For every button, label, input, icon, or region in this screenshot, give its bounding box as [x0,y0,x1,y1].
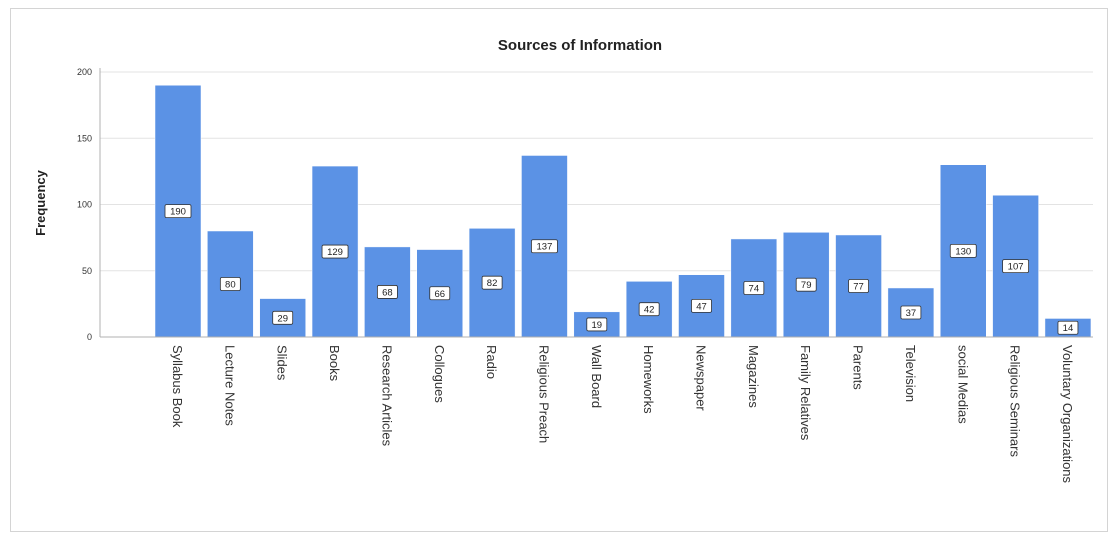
data-label-box [164,204,192,219]
x-tick-label: Radio [484,345,499,379]
x-tick-label: Magazines [746,345,761,408]
data-label: 137 [537,242,553,253]
x-tick-label: Homeworks [641,345,656,414]
data-label: 68 [382,287,393,298]
data-label: 130 [955,246,971,257]
data-label-box [1002,259,1029,274]
data-label-box [481,275,503,290]
data-label: 14 [1063,323,1074,334]
bars [154,85,1092,338]
data-labels: 190 80 29 129 68 66 82 137 19 42 47 74 79 77 37 130 107 1… [164,204,1079,335]
data-label-box [531,239,558,254]
data-label-box [321,244,349,259]
x-tick-label: Newspaper [694,345,709,411]
data-label: 79 [801,280,812,291]
bar [625,281,673,338]
data-label: 47 [696,301,707,312]
data-label: 80 [225,280,236,291]
data-label-box [638,302,660,317]
data-label: 129 [327,247,343,258]
x-tick-label: Syllabus Book [170,345,185,428]
x-tick-label: Voluntary Organizations [1060,345,1075,484]
data-label-box [1057,320,1079,335]
x-tick-label: Wall Board [589,345,604,408]
chart-title: Sources of Information [498,37,662,54]
data-label: 107 [1008,262,1024,273]
data-label-box [429,286,451,301]
x-tick-labels: Syllabus Book Lecture Notes Slides Books Res… [170,345,1075,484]
x-tick-label: Lecture Notes [222,345,237,426]
x-tick-label: Books [327,345,342,382]
y-tick-label: 50 [82,266,92,276]
data-label: 74 [749,283,760,294]
data-label-box [900,305,922,320]
y-tick-label: 100 [77,200,92,210]
x-tick-label: Religious Seminars [1008,345,1023,457]
x-tick-label: social Medias [955,345,970,424]
data-label-box [586,317,608,332]
y-tick-label: 0 [87,332,92,342]
data-label: 82 [487,278,498,289]
data-label: 66 [434,289,445,300]
x-tick-label: Television [903,345,918,402]
data-label-box [743,281,765,295]
data-label-box [219,277,241,291]
y-axis-label: Frequency [33,169,48,236]
data-label: 29 [277,313,288,324]
data-label: 42 [644,305,655,316]
data-label-box [795,277,817,292]
x-tick-label: Parents [851,345,866,390]
data-label-box [376,285,398,299]
data-label: 37 [906,308,917,319]
gridlines [100,71,1093,272]
x-tick-label: Religious Preach [536,345,551,443]
y-tick-labels: 0 50 100 150 200 [77,67,92,342]
x-tick-label: Collogues [432,345,447,403]
data-label-box [691,298,712,313]
data-label: 190 [170,207,186,218]
y-tick-label: 200 [77,67,92,77]
x-tick-label: Slides [275,345,290,381]
x-tick-label: Family Relatives [798,345,813,441]
data-label: 19 [592,320,603,331]
data-label: 77 [853,281,864,292]
data-label-box [272,310,294,325]
data-label-box [949,243,977,258]
y-tick-label: 150 [77,133,92,143]
x-tick-label: Research Articles [379,345,394,447]
data-label-box [848,279,869,293]
